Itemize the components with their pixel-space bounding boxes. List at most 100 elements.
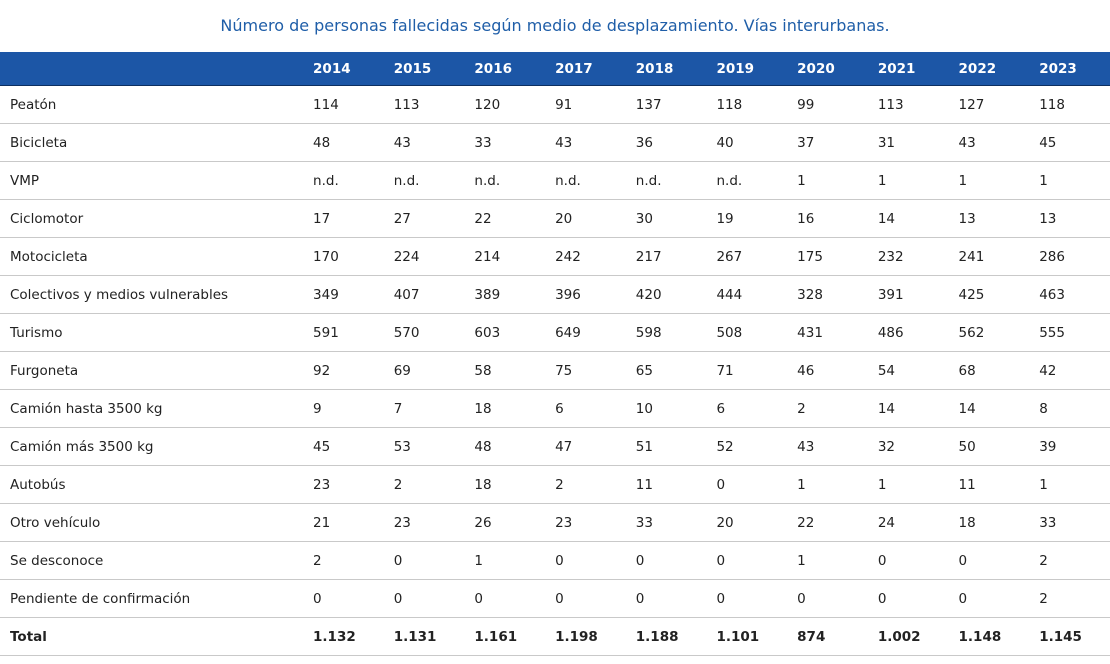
data-cell: 224 (383, 237, 465, 276)
data-cell: 99 (787, 85, 868, 124)
table-row: Furgoneta 92 69 58 75 65 71 46 54 68 42 (0, 351, 1110, 390)
data-cell: 75 (545, 351, 626, 390)
data-cell: 0 (706, 579, 788, 618)
data-cell: 33 (625, 503, 707, 542)
data-cell: 562 (948, 313, 1030, 352)
data-cell: 874 (787, 617, 868, 656)
data-cell: 47 (545, 427, 626, 466)
data-cell: 37 (787, 123, 868, 162)
header-corner-cell (0, 52, 303, 86)
data-cell: 1.101 (706, 617, 788, 656)
data-cell: 54 (867, 351, 949, 390)
year-header: 2020 (797, 60, 835, 77)
data-cell: 13 (948, 199, 1030, 238)
data-cell: 0 (545, 579, 626, 618)
data-cell: 391 (867, 275, 949, 314)
data-cell: 23 (545, 503, 626, 542)
data-cell: 68 (948, 351, 1030, 390)
data-cell: 1.161 (464, 617, 546, 656)
year-header: 2016 (474, 60, 512, 77)
table-row: Camión más 3500 kg 45 53 48 47 51 52 43 32 50 39 (0, 427, 1110, 466)
data-cell: 570 (383, 313, 465, 352)
data-cell: 50 (948, 427, 1030, 466)
data-cell: 1.148 (948, 617, 1030, 656)
row-label: Pendiente de confirmación (0, 579, 304, 618)
data-cell: 170 (303, 237, 384, 276)
data-cell: 11 (625, 465, 707, 504)
data-cell: 43 (787, 427, 868, 466)
data-cell: 431 (787, 313, 868, 352)
row-label: Se desconoce (0, 541, 304, 580)
year-header: 2017 (555, 60, 593, 77)
data-cell: 217 (625, 237, 707, 276)
data-cell: 1 (464, 541, 546, 580)
data-cell: 1.131 (383, 617, 465, 656)
data-cell: 30 (625, 199, 707, 238)
year-header: 2022 (958, 60, 997, 77)
data-cell: 1.198 (545, 617, 626, 656)
year-header: 2015 (393, 60, 432, 77)
data-cell: 26 (464, 503, 546, 542)
data-cell: 2 (303, 541, 384, 580)
data-cell: 18 (948, 503, 1030, 542)
data-cell: 65 (625, 351, 707, 390)
data-cell: 20 (545, 199, 626, 238)
data-cell: 425 (948, 275, 1030, 314)
data-cell: 120 (464, 85, 546, 124)
data-cell: 14 (948, 389, 1030, 428)
data-cell: 591 (303, 313, 384, 352)
data-cell: 0 (706, 541, 788, 580)
data-cell: 43 (948, 123, 1030, 162)
row-label: Camión más 3500 kg (0, 427, 304, 466)
row-label: Camión hasta 3500 kg (0, 389, 304, 428)
data-cell: 0 (464, 579, 546, 618)
data-cell: 232 (867, 237, 949, 276)
data-cell: 1.002 (867, 617, 949, 656)
data-cell: 603 (464, 313, 546, 352)
data-cell: 113 (383, 85, 465, 124)
data-cell: 45 (303, 427, 384, 466)
data-cell: 649 (545, 313, 626, 352)
data-cell: 21 (303, 503, 384, 542)
data-cell: 45 (1029, 123, 1110, 162)
data-cell: 328 (787, 275, 868, 314)
data-cell: n.d. (383, 161, 465, 200)
data-cell: 1 (1029, 465, 1110, 504)
table-body: Peatón 114 113 120 91 137 118 99 113 127 118 Bicicl… (0, 85, 1110, 656)
data-cell: 1 (948, 161, 1030, 200)
total-row: Total 1.132 1.131 1.161 1.198 1.188 1.101 874 1.… (0, 617, 1110, 656)
data-cell: 20 (706, 503, 788, 542)
data-cell: 241 (948, 237, 1030, 276)
data-cell: 175 (787, 237, 868, 276)
data-cell: 0 (867, 541, 949, 580)
data-cell: 113 (867, 85, 949, 124)
data-cell: 1.132 (303, 617, 384, 656)
data-cell: 2 (1029, 579, 1110, 618)
data-cell: 0 (545, 541, 626, 580)
data-cell: 508 (706, 313, 788, 352)
year-header: 2018 (635, 60, 674, 77)
data-cell: 0 (948, 579, 1030, 618)
data-cell: 127 (948, 85, 1030, 124)
data-cell: 0 (625, 579, 707, 618)
data-cell: n.d. (706, 161, 788, 200)
data-cell: 2 (383, 465, 465, 504)
data-cell: 53 (383, 427, 465, 466)
year-header: 2019 (716, 60, 755, 77)
data-cell: 0 (625, 541, 707, 580)
data-cell: 14 (867, 389, 949, 428)
table-row: Otro vehículo 21 23 26 23 33 20 22 24 18 33 (0, 503, 1110, 542)
table-caption: Número de personas fallecidas según medi… (220, 16, 890, 35)
data-cell: 349 (303, 275, 384, 314)
row-label: Bicicleta (0, 123, 304, 162)
data-cell: 11 (948, 465, 1030, 504)
row-label: Peatón (0, 85, 304, 124)
data-cell: 389 (464, 275, 546, 314)
data-cell: 19 (706, 199, 788, 238)
data-cell: 396 (545, 275, 626, 314)
data-cell: n.d. (545, 161, 626, 200)
data-cell: 6 (706, 389, 788, 428)
data-cell: 486 (867, 313, 949, 352)
data-cell: 46 (787, 351, 868, 390)
data-cell: 407 (383, 275, 465, 314)
